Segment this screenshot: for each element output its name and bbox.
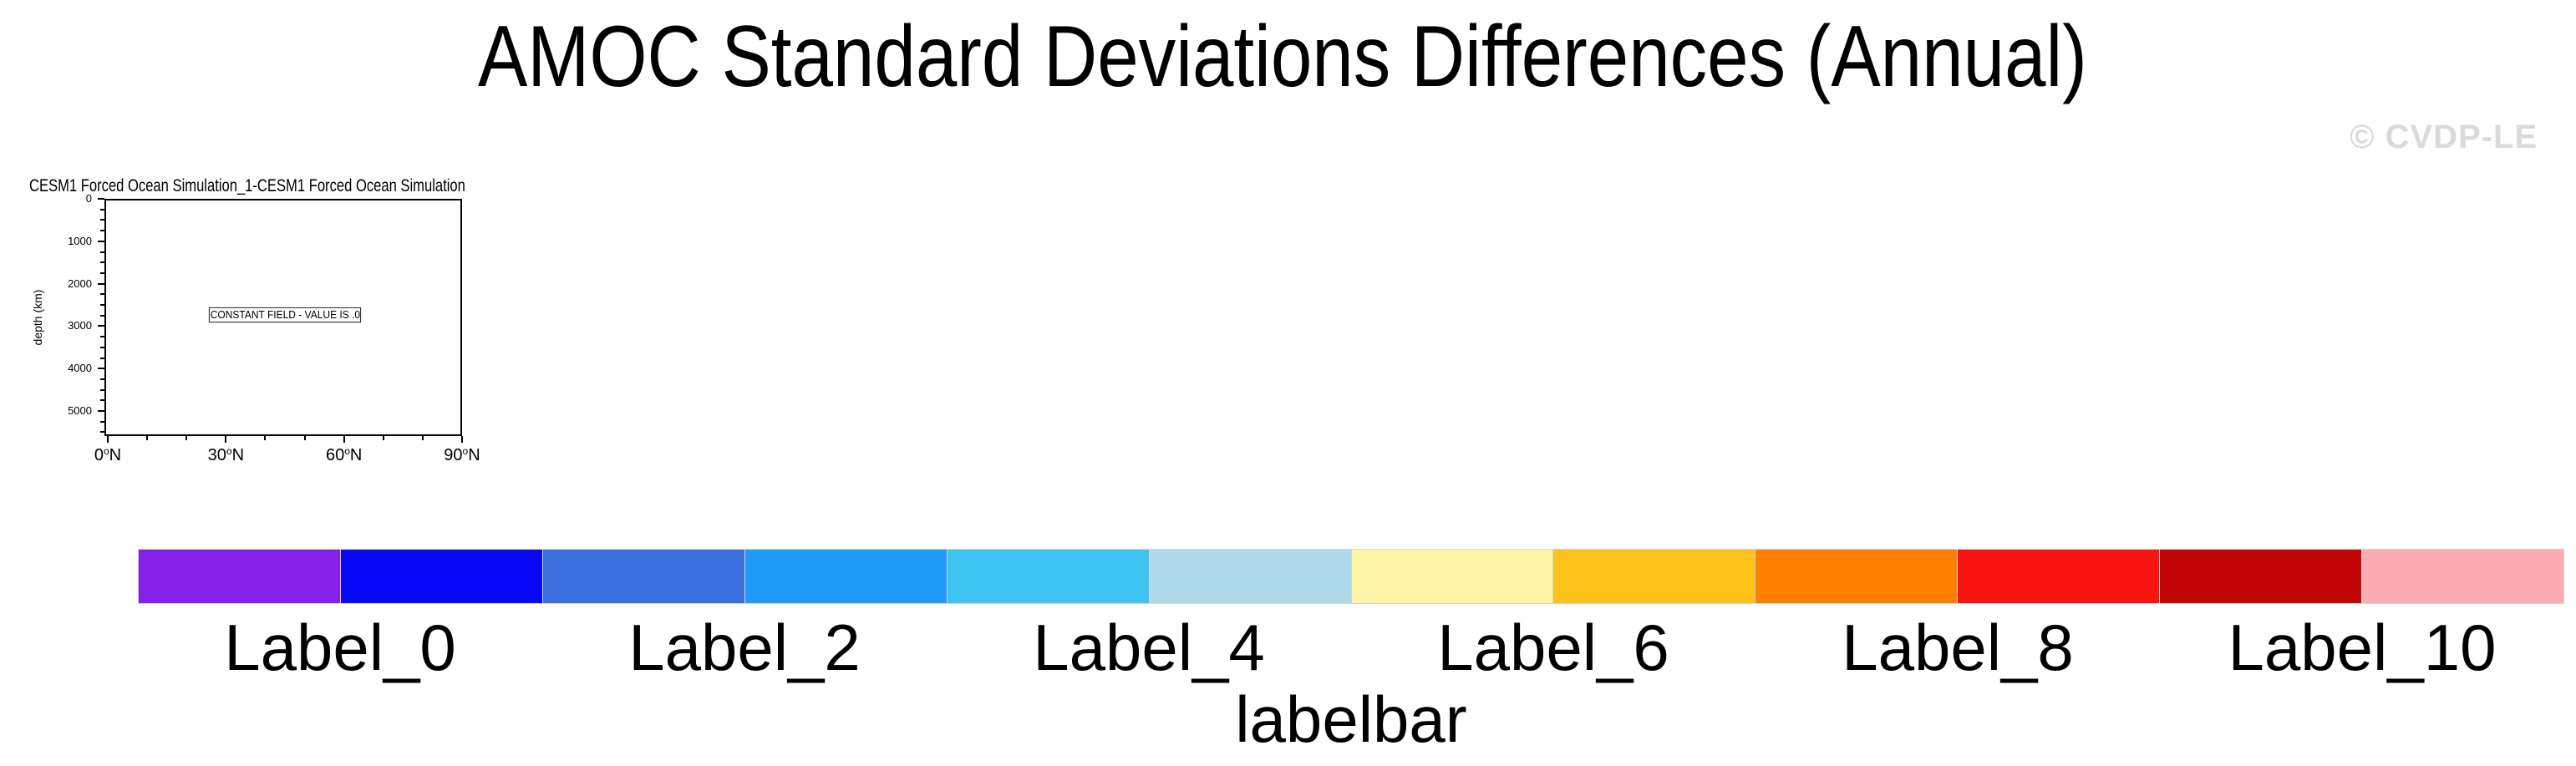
y-tick-label: 3000 bbox=[68, 319, 92, 332]
y-minor-tick bbox=[100, 219, 104, 221]
colorbar-box-3 bbox=[744, 550, 948, 603]
x-major-tick bbox=[343, 436, 345, 443]
y-minor-tick bbox=[100, 431, 104, 434]
y-major-tick bbox=[98, 240, 104, 242]
y-minor-tick bbox=[100, 388, 104, 391]
y-minor-tick bbox=[100, 399, 104, 402]
x-tick-label: 60oN bbox=[325, 445, 363, 464]
y-minor-tick bbox=[100, 261, 104, 264]
figure-title: AMOC Standard Deviations Differences (An… bbox=[478, 8, 2087, 105]
y-minor-tick bbox=[100, 208, 104, 211]
colorbar-box-5 bbox=[1149, 550, 1352, 603]
colorbar-box-11 bbox=[2362, 550, 2564, 603]
x-major-tick bbox=[225, 436, 227, 443]
x-minor-tick bbox=[264, 436, 267, 440]
y-major-tick bbox=[98, 282, 104, 285]
y-major-tick bbox=[98, 410, 104, 412]
x-tick-label: 0oN bbox=[94, 445, 122, 464]
x-tick-label: 30oN bbox=[207, 445, 245, 464]
x-major-tick bbox=[107, 436, 109, 443]
y-axis-label: depth (km) bbox=[31, 289, 44, 346]
x-minor-tick bbox=[303, 436, 306, 440]
constant-field-annotation-box: CONSTANT FIELD - VALUE IS .0 bbox=[209, 307, 361, 322]
colorbar-box-0 bbox=[139, 550, 341, 603]
colorbar-box-9 bbox=[1958, 550, 2161, 603]
y-major-tick bbox=[98, 198, 104, 200]
colorbar-label: Label_6 bbox=[1437, 611, 1669, 684]
colorbar-box-1 bbox=[340, 550, 543, 603]
plot-frame: CONSTANT FIELD - VALUE IS .0 bbox=[104, 199, 462, 436]
y-minor-tick bbox=[100, 230, 104, 232]
cvdp-le-watermark: © CVDP-LE bbox=[2350, 119, 2538, 155]
colorbar-box-7 bbox=[1553, 550, 1756, 603]
y-minor-tick bbox=[100, 314, 104, 317]
colorbar-label: Label_10 bbox=[2228, 611, 2497, 684]
colorbar-label: Label_0 bbox=[224, 611, 456, 684]
y-tick-label: 0 bbox=[85, 192, 92, 205]
degree-symbol: o bbox=[344, 445, 350, 457]
colorbar-box-10 bbox=[2160, 550, 2363, 603]
y-minor-tick bbox=[100, 336, 104, 338]
y-minor-tick bbox=[100, 304, 104, 306]
panel-title: CESM1 Forced Ocean Simulation_1-CESM1 Fo… bbox=[29, 176, 465, 195]
x-minor-tick bbox=[382, 436, 384, 440]
y-tick-label: 4000 bbox=[68, 362, 92, 375]
colorbar bbox=[138, 549, 2564, 604]
labelbar-caption: labelbar bbox=[1235, 682, 1467, 756]
x-minor-tick bbox=[146, 436, 149, 440]
colorbar-box-4 bbox=[947, 550, 1150, 603]
y-major-tick bbox=[98, 325, 104, 327]
degree-symbol: o bbox=[226, 445, 232, 457]
y-major-tick bbox=[98, 368, 104, 370]
y-tick-label: 2000 bbox=[68, 276, 92, 290]
y-tick-label: 1000 bbox=[68, 234, 92, 247]
constant-field-annotation-text: CONSTANT FIELD - VALUE IS .0 bbox=[210, 308, 360, 321]
colorbar-box-8 bbox=[1755, 550, 1959, 603]
y-minor-tick bbox=[100, 293, 104, 296]
y-minor-tick bbox=[100, 378, 104, 380]
x-minor-tick bbox=[185, 436, 188, 440]
colorbar-label: Label_2 bbox=[628, 611, 861, 684]
y-minor-tick bbox=[100, 420, 104, 423]
colorbar-label: Label_4 bbox=[1033, 611, 1265, 684]
x-minor-tick bbox=[421, 436, 424, 440]
y-tick-label: 5000 bbox=[68, 404, 92, 417]
colorbar-box-6 bbox=[1351, 550, 1554, 603]
degree-symbol: o bbox=[462, 445, 469, 457]
x-major-tick bbox=[461, 436, 463, 443]
x-tick-label: 90oN bbox=[444, 445, 480, 464]
colorbar-box-2 bbox=[542, 550, 745, 603]
y-minor-tick bbox=[100, 346, 104, 348]
y-minor-tick bbox=[100, 251, 104, 253]
y-minor-tick bbox=[100, 357, 104, 359]
y-minor-tick bbox=[100, 271, 104, 274]
degree-symbol: o bbox=[103, 445, 109, 457]
colorbar-label: Label_8 bbox=[1842, 611, 2074, 684]
